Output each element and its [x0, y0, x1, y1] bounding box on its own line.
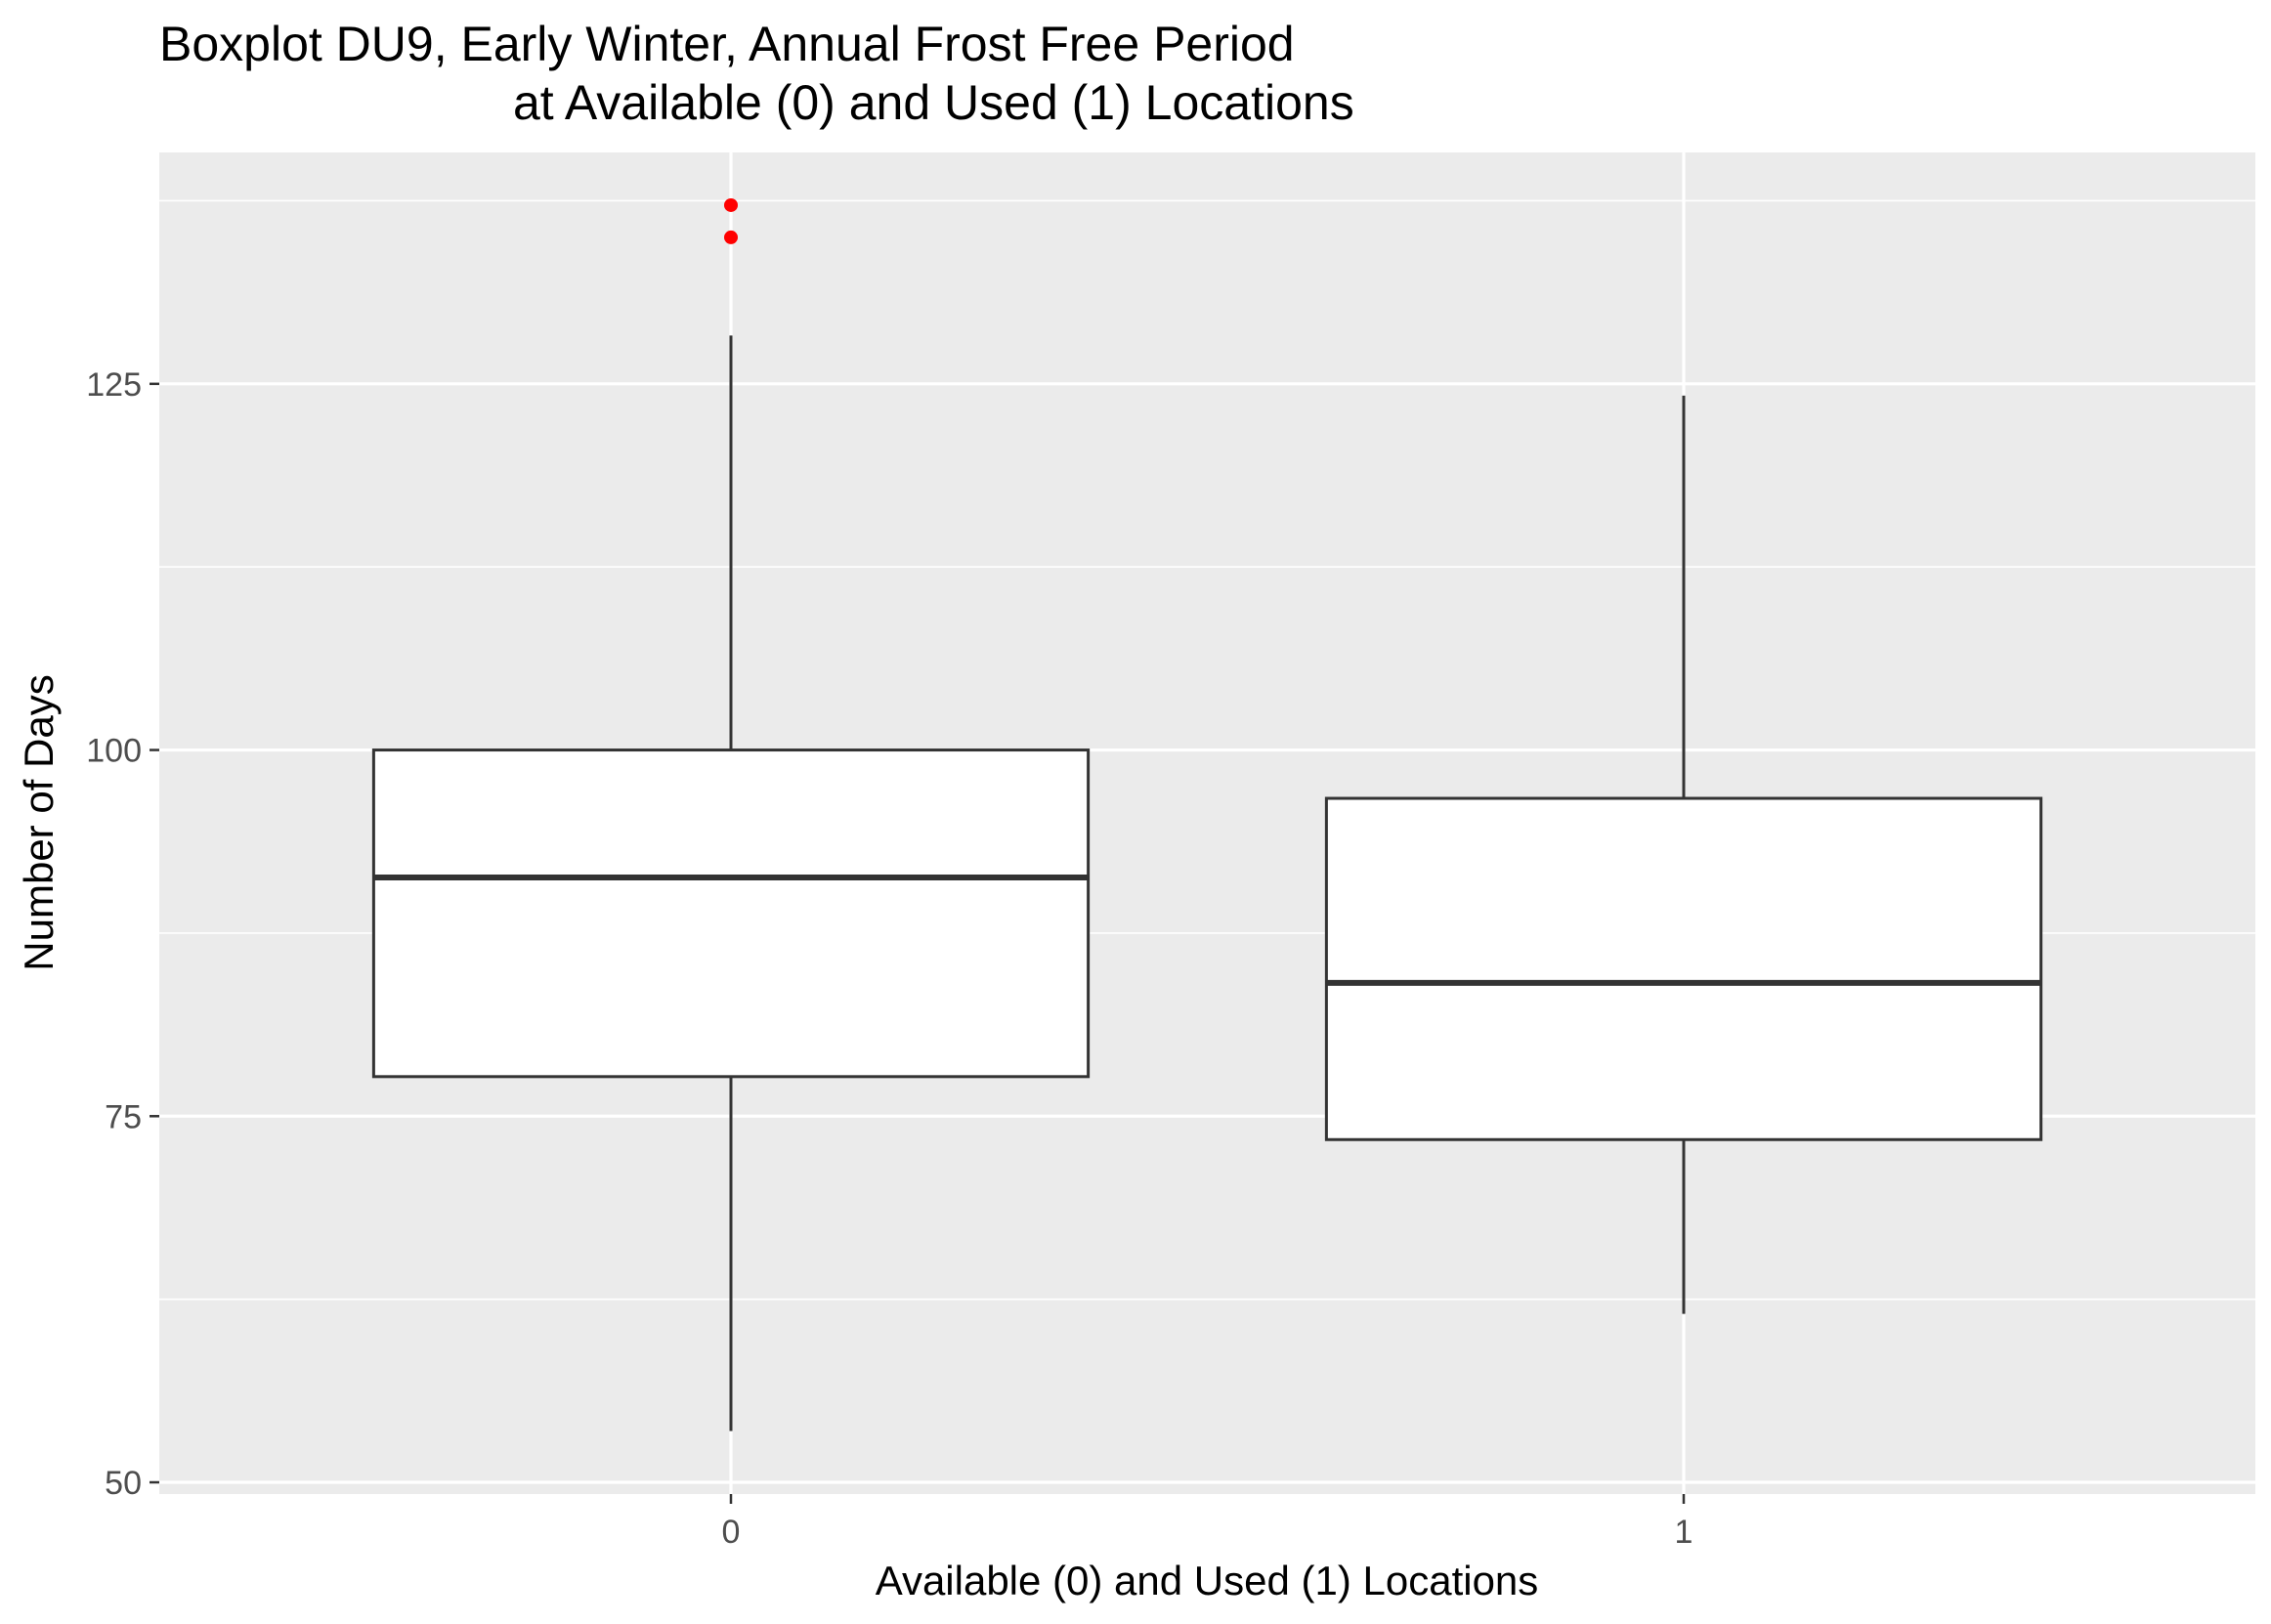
- y-axis-title: Number of Days: [16, 674, 62, 970]
- boxes-layer: [371, 197, 2043, 1432]
- box-1: [1324, 395, 2043, 1314]
- chart-title-line1: Boxplot DU9, Early Winter, Annual Frost …: [159, 17, 1295, 71]
- outlier-point: [724, 230, 738, 244]
- iqr-box: [1324, 796, 2043, 1141]
- y-tick-label: 100: [86, 733, 142, 770]
- x-tick-label: 1: [1675, 1514, 1693, 1551]
- chart-title-line2: at Available (0) and Used (1) Locations: [513, 75, 1354, 130]
- iqr-box: [371, 748, 1091, 1079]
- y-tick-label: 75: [105, 1098, 142, 1135]
- y-tick-label: 125: [86, 366, 142, 404]
- axes-layer: 50 75 100 125 0 1: [86, 366, 1693, 1551]
- x-tick-label: 0: [722, 1514, 741, 1551]
- box-0: [371, 197, 1091, 1432]
- x-axis-title: Available (0) and Used (1) Locations: [876, 1558, 1539, 1603]
- y-tick-label: 50: [105, 1465, 142, 1502]
- outlier-point: [724, 197, 738, 212]
